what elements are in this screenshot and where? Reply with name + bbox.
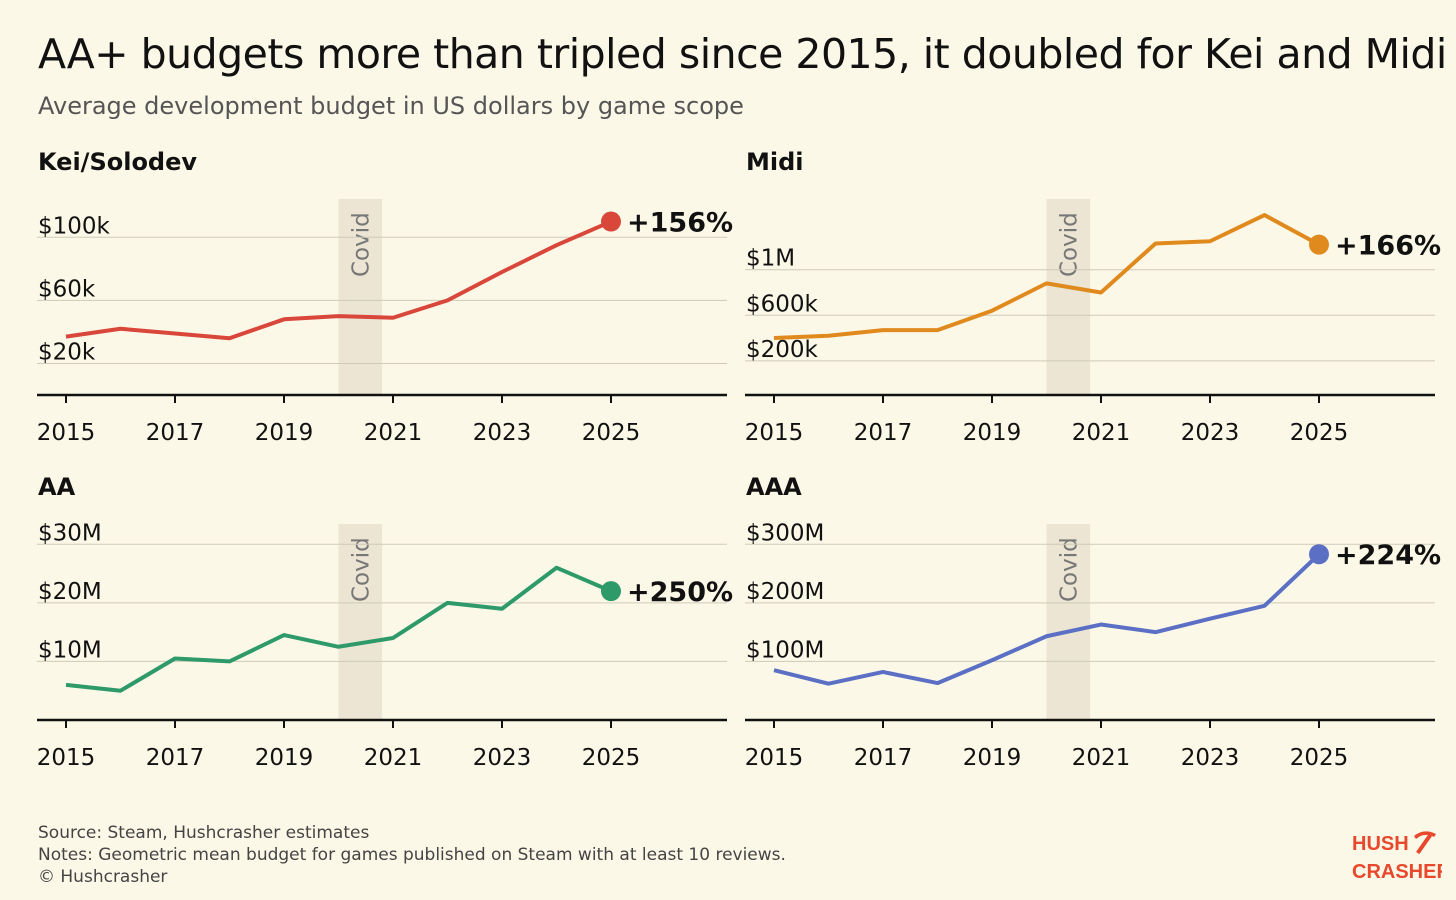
x-tick-label: 2025 bbox=[582, 745, 641, 771]
end-point bbox=[1309, 234, 1329, 255]
y-tick-label: $1M bbox=[746, 246, 795, 272]
series-line-midi bbox=[773, 213, 1320, 341]
x-tick-label: 2023 bbox=[473, 745, 532, 771]
y-tick-label: $100k bbox=[38, 213, 111, 239]
x-tick-label: 2019 bbox=[255, 420, 314, 446]
panel-aaa: AAA Covid $100M $200M $300M 2015 2017 2019 2021 2… bbox=[745, 473, 1441, 771]
x-tick-label: 2021 bbox=[1072, 420, 1131, 446]
x-tick-label: 2025 bbox=[1290, 745, 1349, 771]
x-tick-label: 2017 bbox=[854, 745, 913, 771]
logo-line2: CRASHER bbox=[1352, 861, 1442, 883]
x-tick-label: 2019 bbox=[255, 745, 314, 771]
x-tick-label: 2025 bbox=[1290, 420, 1349, 446]
hushcrasher-logo: HUSH CRASHER bbox=[1352, 831, 1442, 883]
end-label: +156% bbox=[627, 208, 733, 239]
covid-label: Covid bbox=[1056, 537, 1082, 602]
panel-title: AA bbox=[38, 473, 76, 501]
covid-band bbox=[1046, 524, 1091, 720]
y-tick-label: $30M bbox=[38, 520, 102, 546]
covid-label: Covid bbox=[348, 212, 374, 277]
panel-kei-solodev: Kei/Solodev Covid $20k $60k $100k 2015 2017 201… bbox=[37, 148, 733, 446]
y-tick-label: $200k bbox=[746, 337, 819, 363]
x-tick-label: 2019 bbox=[963, 420, 1022, 446]
y-tick-label: $20k bbox=[38, 339, 96, 365]
series-line-aa bbox=[65, 565, 612, 693]
x-tick-label: 2015 bbox=[745, 745, 804, 771]
methodology-note: Notes: Geometric mean budget for games p… bbox=[38, 845, 786, 865]
y-tick-label: $60k bbox=[38, 276, 96, 302]
chart-title: AA+ budgets more than tripled since 2015… bbox=[38, 30, 1447, 78]
y-tick-label: $10M bbox=[38, 637, 102, 663]
covid-label: Covid bbox=[348, 537, 374, 602]
source-note: Source: Steam, Hushcrasher estimates bbox=[38, 823, 370, 843]
end-point bbox=[1309, 544, 1329, 565]
covid-band bbox=[1046, 199, 1091, 395]
end-label: +224% bbox=[1335, 540, 1441, 571]
x-tick-label: 2015 bbox=[37, 420, 96, 446]
x-tick-label: 2021 bbox=[364, 420, 423, 446]
logo-line1: HUSH bbox=[1352, 833, 1409, 855]
y-tick-label: $20M bbox=[38, 579, 102, 605]
panel-title: AAA bbox=[746, 473, 802, 501]
series-line-kei-solodev bbox=[65, 219, 612, 341]
copyright-note: © Hushcrasher bbox=[38, 867, 168, 887]
y-tick-label: $100M bbox=[746, 637, 824, 663]
x-tick-label: 2023 bbox=[473, 420, 532, 446]
end-point bbox=[601, 211, 621, 232]
x-tick-label: 2015 bbox=[37, 745, 96, 771]
y-tick-label: $600k bbox=[746, 291, 819, 317]
end-point bbox=[601, 581, 621, 602]
covid-label: Covid bbox=[1056, 212, 1082, 277]
end-label: +166% bbox=[1335, 231, 1441, 262]
covid-band bbox=[338, 524, 383, 720]
footer: Source: Steam, Hushcrasher estimates Not… bbox=[38, 822, 786, 888]
panel-title: Kei/Solodev bbox=[38, 148, 197, 176]
x-tick-label: 2015 bbox=[745, 420, 804, 446]
x-tick-label: 2023 bbox=[1181, 420, 1240, 446]
x-tick-label: 2021 bbox=[1072, 745, 1131, 771]
x-tick-label: 2021 bbox=[364, 745, 423, 771]
y-tick-label: $200M bbox=[746, 579, 824, 605]
x-tick-label: 2025 bbox=[582, 420, 641, 446]
x-tick-label: 2019 bbox=[963, 745, 1022, 771]
x-tick-label: 2017 bbox=[854, 420, 913, 446]
end-label: +250% bbox=[627, 577, 733, 608]
chart-subtitle: Average development budget in US dollars… bbox=[38, 92, 744, 120]
covid-band bbox=[338, 199, 383, 395]
x-tick-label: 2017 bbox=[146, 745, 205, 771]
x-tick-label: 2017 bbox=[146, 420, 205, 446]
panel-title: Midi bbox=[746, 148, 804, 176]
panel-midi: Midi Covid $200k $600k $1M 2015 2017 2019 2021 20… bbox=[745, 148, 1441, 446]
x-tick-label: 2023 bbox=[1181, 745, 1240, 771]
panel-aa: AA Covid $10M $20M $30M 2015 2017 2019 2021 2023 2… bbox=[37, 473, 733, 771]
y-tick-label: $300M bbox=[746, 520, 824, 546]
pickaxe-icon bbox=[1414, 831, 1436, 855]
series-line-aaa bbox=[773, 552, 1321, 686]
